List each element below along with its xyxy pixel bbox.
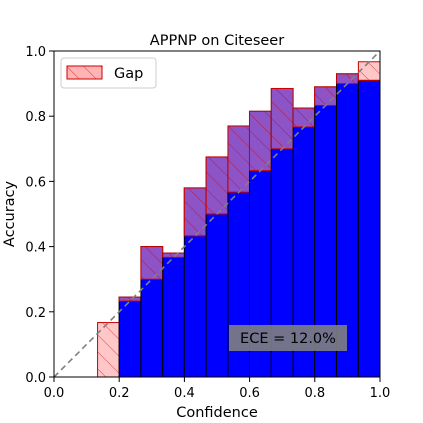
gap-bar-hatch — [336, 73, 359, 84]
gap-bar-hatch — [184, 187, 207, 236]
gap-bar-hatch — [293, 108, 315, 127]
y-tick-label: 0.4 — [25, 241, 46, 256]
legend-swatch-hatch — [67, 66, 102, 79]
ece-annotation: ECE = 12.0% — [229, 325, 347, 351]
x-tick-label: 1.0 — [370, 386, 391, 401]
gap-bar-hatch — [271, 88, 294, 149]
plot-frame — [53, 50, 381, 378]
gap-bar-hatch — [249, 111, 272, 171]
legend-label: Gap — [114, 66, 143, 82]
accuracy-bar — [357, 79, 380, 377]
x-tick-label: 0.6 — [239, 386, 260, 401]
accuracy-bar — [162, 252, 186, 377]
gap-bar-hatch — [227, 125, 250, 193]
y-axis-label: Accuracy — [2, 180, 18, 247]
gap-bar-hatch — [119, 297, 141, 302]
gap-bar-hatch — [97, 322, 120, 377]
bars-layer — [97, 61, 380, 377]
y-tick-label: 0.2 — [25, 306, 46, 321]
x-tick-label: 0.0 — [44, 386, 65, 401]
ticks-layer: 0.0 0.2 0.4 0.6 0.8 1.0 0.0 0.2 0.4 0.6 0.8 1.0 — [25, 45, 390, 401]
y-tick-label: 0.0 — [25, 371, 46, 386]
gap-bar-hatch — [358, 61, 380, 81]
x-axis-label: Confidence — [176, 405, 258, 421]
y-tick-label: 0.8 — [25, 110, 46, 125]
chart-title: APPNP on Citeseer — [150, 33, 284, 49]
gap-bar-hatch — [140, 246, 163, 280]
ece-text: ECE = 12.0% — [240, 331, 336, 347]
perfect-calibration-line — [53, 50, 381, 378]
ece-box — [229, 325, 347, 351]
gap-bar-hatch — [314, 86, 337, 106]
gap-bar-hatch — [162, 253, 185, 258]
legend: Gap — [60, 57, 157, 89]
y-tick-label: 1.0 — [25, 45, 46, 60]
x-tick-label: 0.2 — [109, 386, 130, 401]
y-tick-label: 0.6 — [25, 175, 46, 190]
accuracy-bar — [118, 296, 142, 377]
x-tick-label: 0.4 — [174, 386, 195, 401]
gap-bar-hatch — [206, 156, 228, 214]
x-tick-label: 0.8 — [304, 386, 325, 401]
